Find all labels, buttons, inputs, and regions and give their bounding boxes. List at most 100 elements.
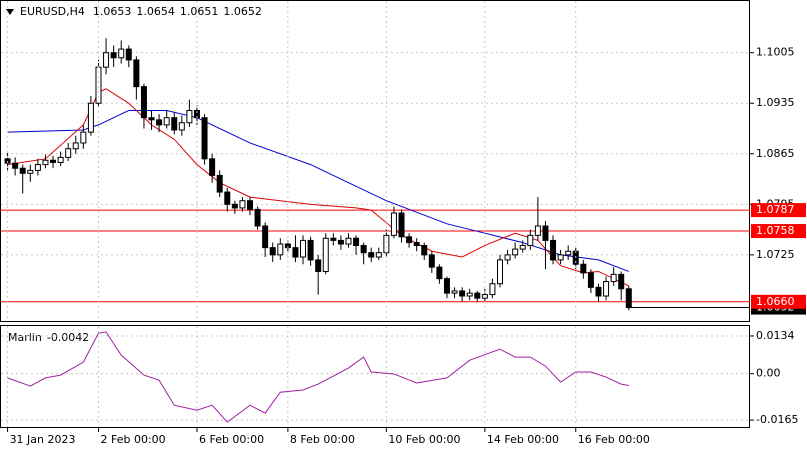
candle-body xyxy=(133,59,140,88)
x-tick-label: 14 Feb 00:00 xyxy=(487,433,559,446)
candle-body xyxy=(292,247,299,258)
candle-body xyxy=(330,237,337,241)
candle-body xyxy=(466,292,473,297)
candle-body xyxy=(504,254,511,261)
y-tick-label: 1.1005 xyxy=(756,46,795,59)
candle-body xyxy=(603,281,610,297)
candle-body xyxy=(451,290,458,294)
level-label: 1.0787 xyxy=(756,203,795,216)
candle-body xyxy=(534,225,541,236)
quote-low: 1.0651 xyxy=(180,5,219,18)
y-tick-label: 1.0935 xyxy=(756,96,795,109)
candle-body xyxy=(322,237,329,272)
candle-body xyxy=(57,156,64,163)
candle-body xyxy=(72,142,79,150)
candle-body xyxy=(421,244,428,256)
candle-body xyxy=(224,191,231,205)
candle-body xyxy=(254,208,261,227)
moving-average xyxy=(7,109,629,272)
candle-body xyxy=(186,109,193,124)
candle-body xyxy=(542,225,549,241)
candle-body xyxy=(307,239,314,261)
symbol: EURUSD,H4 xyxy=(20,5,85,18)
candle-body xyxy=(428,254,435,268)
candle-body xyxy=(140,86,147,119)
candle-body xyxy=(565,250,572,256)
candle-body xyxy=(269,247,276,256)
candle-body xyxy=(413,242,420,246)
level-label: 1.0758 xyxy=(756,224,795,237)
candle-body xyxy=(398,212,405,238)
y-tick-label: 1.0865 xyxy=(756,147,795,160)
candle-body xyxy=(171,117,178,131)
candle-body xyxy=(42,159,49,166)
candle-body xyxy=(618,273,625,290)
candle-body xyxy=(300,239,307,258)
candle-body xyxy=(247,200,253,210)
candle-body xyxy=(201,117,208,160)
candle-body xyxy=(375,252,382,258)
candle-body xyxy=(497,259,503,285)
menu-arrow[interactable] xyxy=(6,9,14,15)
candle-body xyxy=(87,102,94,133)
x-tick-label: 16 Feb 00:00 xyxy=(578,433,650,446)
quote-close: 1.0652 xyxy=(223,5,262,18)
y-tick-label: -0.0165 xyxy=(756,413,798,426)
candle-body xyxy=(580,263,587,274)
y-tick-label: 0.0134 xyxy=(756,329,795,342)
candle-body xyxy=(277,243,284,256)
candle-body xyxy=(12,162,19,169)
indicator-value: -0.0042 xyxy=(47,331,89,344)
candle-body xyxy=(178,122,185,131)
candle-body xyxy=(474,292,481,299)
candle-body xyxy=(34,164,41,171)
candle-body xyxy=(19,167,26,174)
candle-body xyxy=(406,236,413,244)
candle-body xyxy=(443,278,450,294)
candle-body xyxy=(156,119,163,126)
x-tick-label: 6 Feb 00:00 xyxy=(199,433,264,446)
candle-body xyxy=(360,244,367,254)
y-tick-label: 0.00 xyxy=(756,367,781,380)
x-tick-label: 10 Feb 00:00 xyxy=(388,433,460,446)
candle-body xyxy=(337,239,344,245)
candle-body xyxy=(163,117,170,126)
candle-body xyxy=(459,290,466,297)
level-label: 1.0660 xyxy=(756,295,795,308)
candle-body xyxy=(353,237,360,246)
candle-body xyxy=(239,200,246,209)
candle-body xyxy=(436,266,443,280)
candle-body xyxy=(519,244,526,250)
candle-body xyxy=(80,131,87,144)
candle-body xyxy=(209,158,216,176)
quote-high: 1.0654 xyxy=(136,5,175,18)
candle-body xyxy=(50,159,57,163)
x-tick-label: 8 Feb 00:00 xyxy=(290,433,355,446)
main-panel xyxy=(0,0,750,322)
chart-header: EURUSD,H4 1.0653 1.0654 1.0651 1.0652 xyxy=(20,5,262,18)
candle-body xyxy=(557,254,564,261)
moving-average xyxy=(7,88,630,287)
candle-body xyxy=(65,148,72,158)
candle-body xyxy=(216,174,223,193)
candle-body xyxy=(550,239,557,261)
candle-body xyxy=(587,272,594,288)
candle-body xyxy=(262,225,269,249)
candle-body xyxy=(527,234,534,246)
candle-body xyxy=(625,288,632,309)
level-label-box xyxy=(751,203,806,218)
candle-body xyxy=(390,212,397,236)
y-tick-label: 1.0725 xyxy=(756,248,795,261)
level-label-box xyxy=(751,294,806,309)
indicator-name: Marlin xyxy=(8,331,42,344)
candle-body xyxy=(118,48,125,59)
candle-body xyxy=(512,248,519,256)
candle-body xyxy=(595,286,602,297)
x-tick-label: 31 Jan 2023 xyxy=(10,433,76,446)
candle-body xyxy=(345,237,352,245)
candle-body xyxy=(610,273,617,283)
level-label-box xyxy=(751,224,806,239)
candle-body xyxy=(315,259,322,272)
indicator-header: Marlin -0.0042 xyxy=(8,331,89,344)
